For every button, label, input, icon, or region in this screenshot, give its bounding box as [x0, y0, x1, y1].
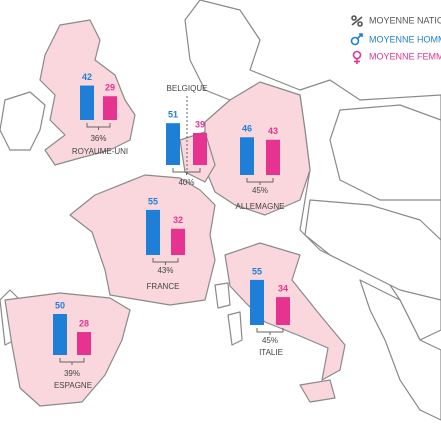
country-name: FRANCE [147, 282, 180, 291]
value-label: 29 [105, 83, 115, 93]
value-label: 55 [252, 266, 262, 276]
value-label: 42 [82, 72, 92, 82]
country-name: ROYAUME-UNI [72, 147, 128, 156]
legend-label: MOYENNE FEMMES [369, 51, 441, 61]
country-name: ALLEMAGNE [236, 202, 285, 211]
average-label: 45% [262, 336, 278, 345]
bar-male [240, 137, 254, 175]
bracket [256, 328, 284, 333]
bar-female [171, 228, 185, 255]
value-label: 43 [268, 126, 278, 136]
average-label: 39% [64, 369, 80, 378]
legend-label: MOYENNE NATIONALE [369, 15, 441, 25]
value-label: 50 [55, 300, 65, 310]
average-label: 40% [178, 178, 194, 187]
value-label: 39 [195, 119, 205, 129]
bar-female [276, 297, 290, 325]
highlighted-countries [4, 19, 346, 407]
bar-female [266, 139, 280, 175]
bar-male [53, 314, 67, 355]
value-label: 55 [148, 196, 158, 206]
average-label: 43% [157, 266, 173, 275]
bar-male [80, 85, 94, 120]
country-name: BELGIQUE [167, 84, 208, 93]
bar-female [193, 133, 207, 165]
bar-male [146, 209, 160, 255]
average-label: 45% [252, 186, 268, 195]
legend-icons [350, 15, 363, 64]
value-label: 51 [168, 110, 178, 120]
value-label: 34 [278, 283, 288, 293]
bar-female [77, 332, 91, 355]
value-label: 32 [173, 215, 183, 225]
average-label: 36% [90, 134, 106, 143]
bar-male [166, 123, 180, 165]
country-name: ITALIE [259, 348, 283, 357]
legend-label: MOYENNE HOMMES [369, 34, 441, 44]
value-label: 46 [242, 124, 252, 134]
bar-male [250, 279, 264, 325]
bar-female [103, 96, 117, 120]
value-label: 28 [79, 318, 89, 328]
country-name: ESPAGNE [54, 381, 92, 390]
